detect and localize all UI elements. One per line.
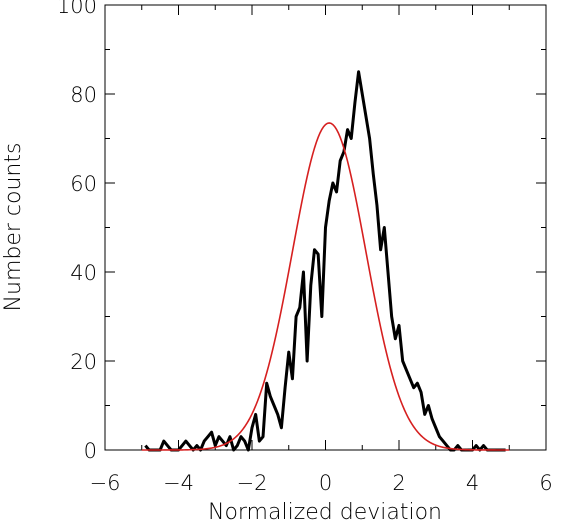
y-tick-label: 80: [70, 83, 97, 107]
x-tick-label: −4: [163, 471, 194, 495]
x-tick-label: −2: [237, 471, 268, 495]
x-tick-label: 2: [392, 471, 405, 495]
x-tick-label: 4: [466, 471, 479, 495]
y-tick-label: 100: [57, 0, 97, 18]
y-tick-label: 0: [84, 439, 97, 463]
y-tick-label: 40: [70, 261, 97, 285]
y-axis-tick-labels: 0 20 40 60 80 100: [57, 0, 97, 463]
y-tick-label: 20: [70, 350, 97, 374]
y-tick-label: 60: [70, 172, 97, 196]
x-axis-title: Normalized deviation: [208, 500, 442, 525]
data-histogram-line: [144, 70, 506, 452]
y-axis-ticks: [105, 4, 546, 451]
y-axis-title: Number counts: [1, 143, 26, 312]
x-axis-tick-labels: −6 −4 −2 0 2 4 6: [90, 471, 553, 495]
series-layer: [141, 70, 510, 452]
x-tick-label: 0: [319, 471, 332, 495]
x-tick-label: 6: [539, 471, 552, 495]
x-tick-label: −6: [90, 471, 121, 495]
x-axis-ticks: [104, 5, 547, 450]
gaussian-fit-line: [141, 122, 510, 451]
